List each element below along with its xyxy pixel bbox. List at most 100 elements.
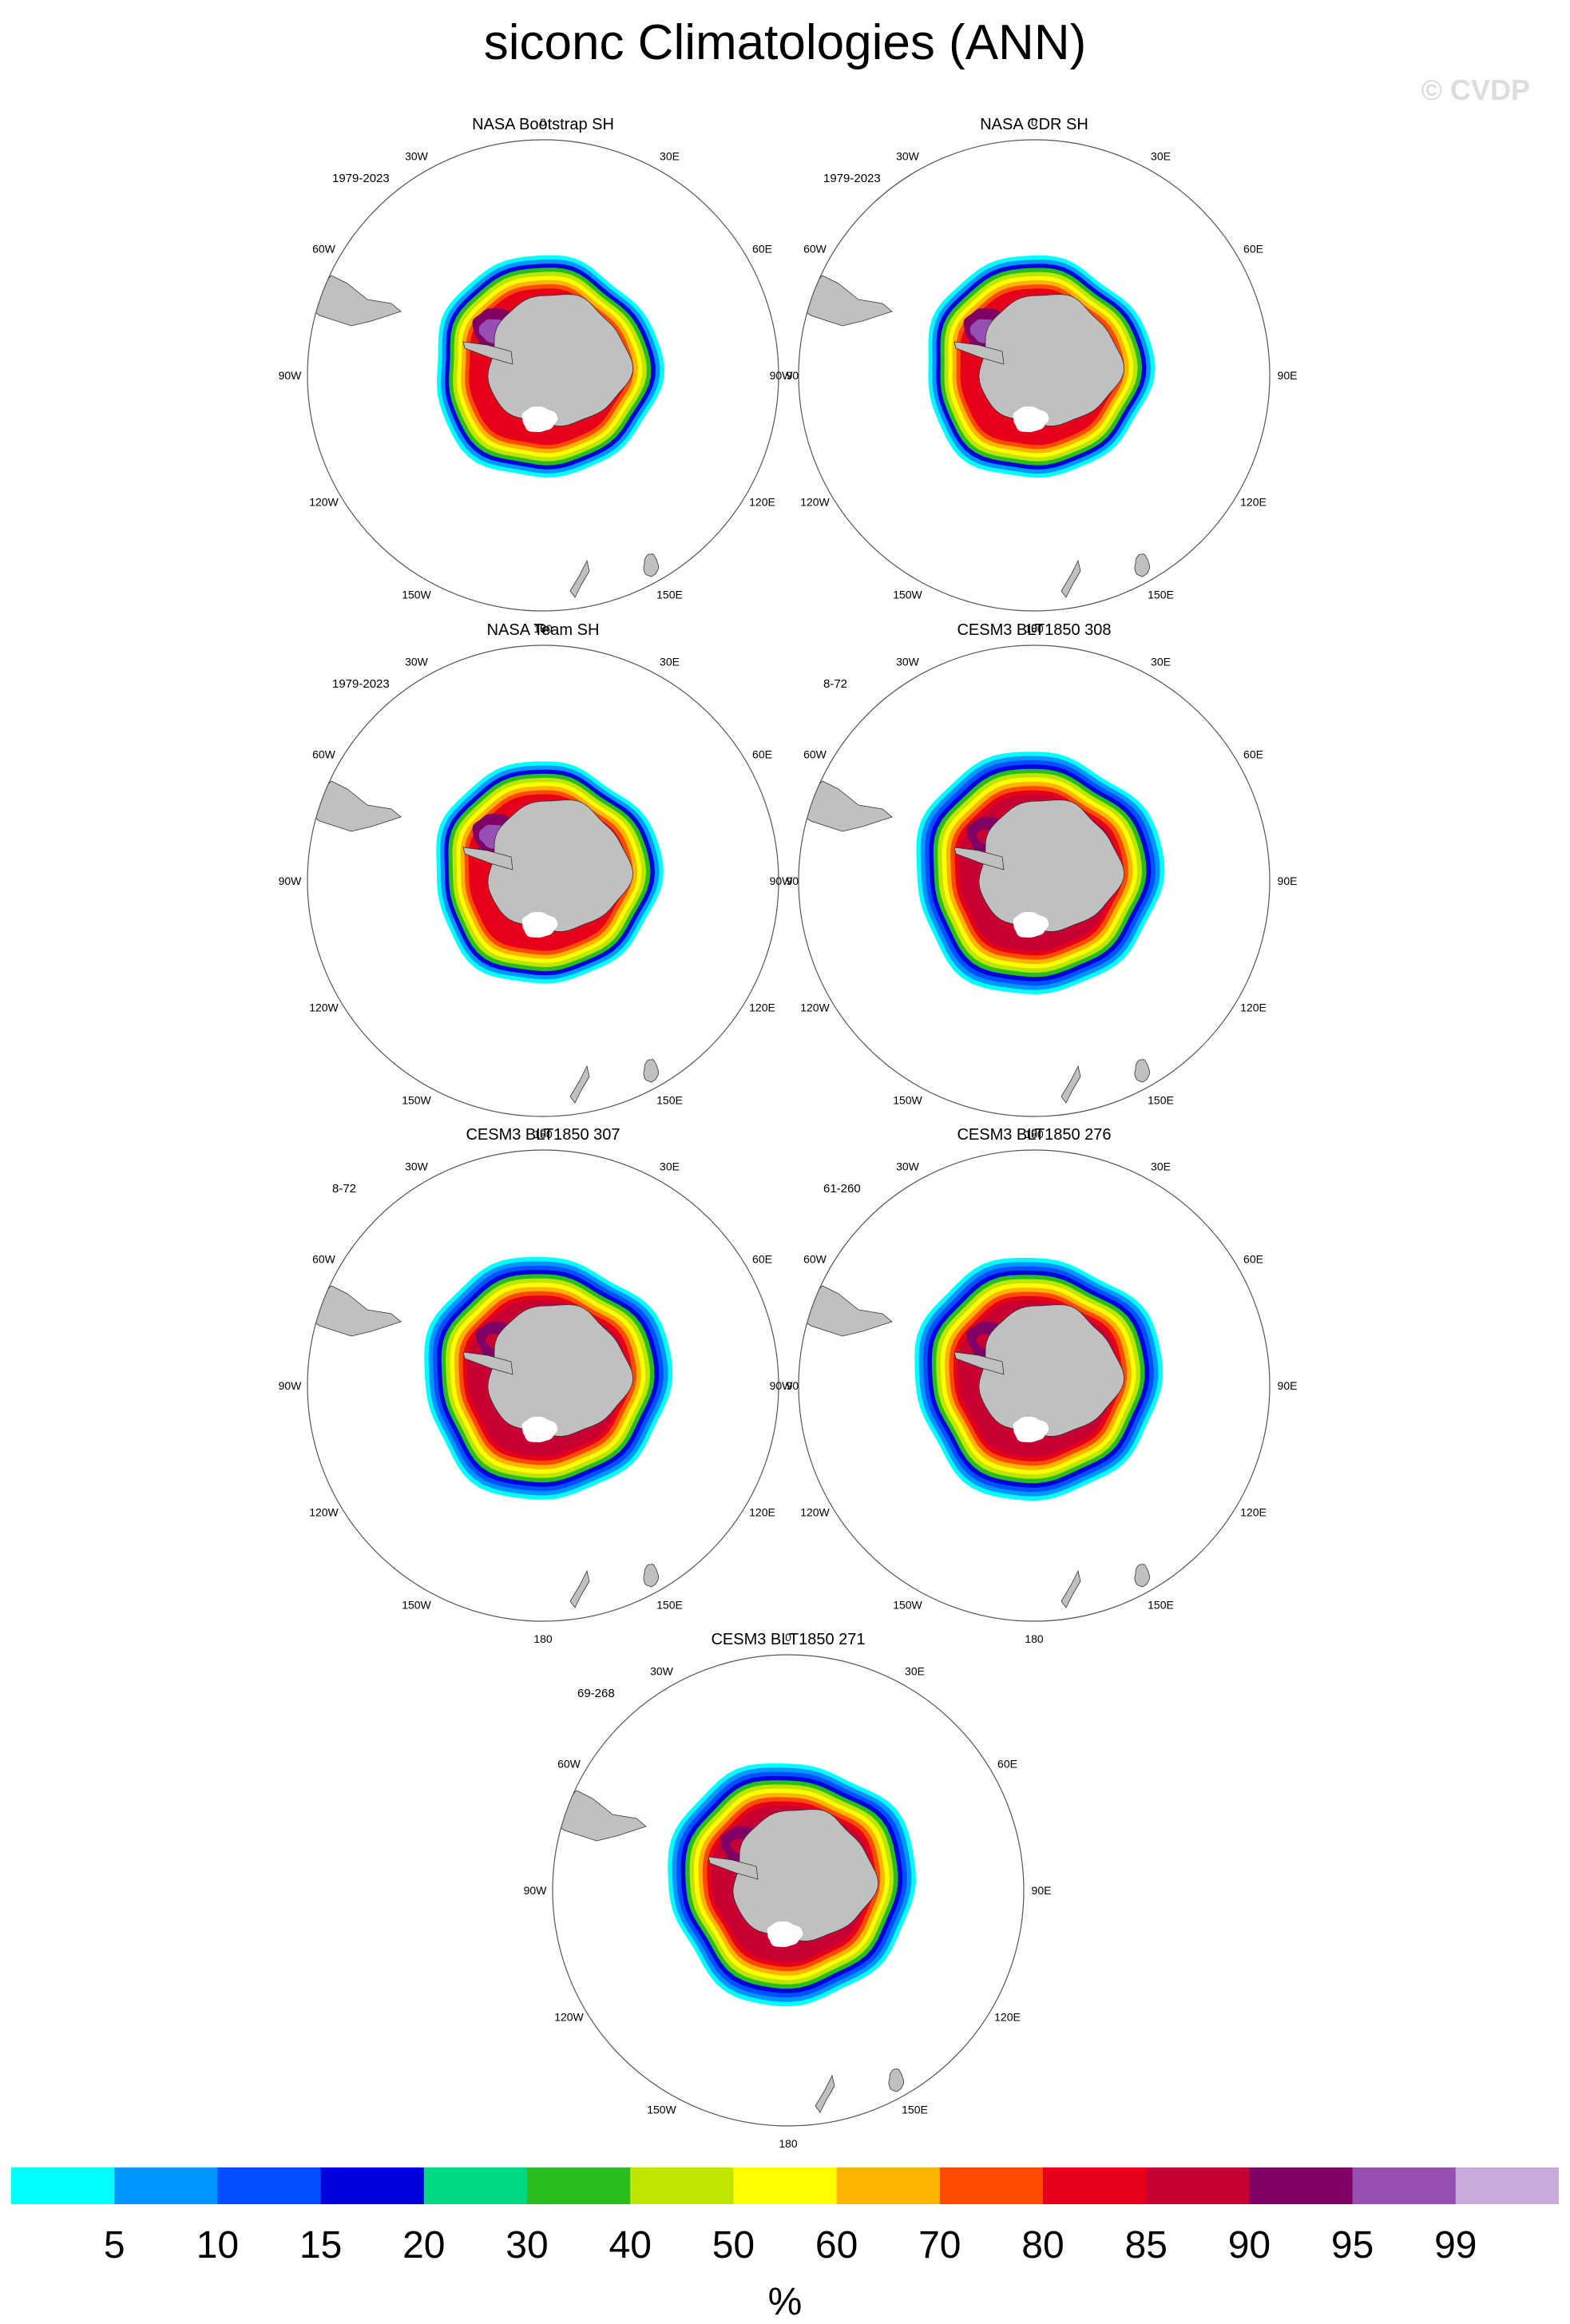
longitude-label: 120E	[1240, 1001, 1267, 1014]
panel-years: 1979-2023	[332, 172, 390, 185]
new-zealand	[1061, 1569, 1081, 1608]
colorbar-tick-label: 10	[196, 2224, 240, 2266]
colorbar-tick-label: 15	[299, 2224, 343, 2266]
map-panel: NASA Bootstrap SH 1979-2023 0 30E 60E 90E 120E…	[272, 116, 815, 635]
longitude-label: 180	[779, 2137, 798, 2150]
panel-years: 8-72	[332, 1182, 357, 1196]
longitude-label: 150W	[893, 1599, 922, 1612]
colorbar-swatch	[1043, 2167, 1147, 2204]
longitude-label: 150E	[656, 1094, 683, 1107]
map-panel: CESM3 BLT1850 276 61-260 0 30E 60E 90E 120E 150…	[763, 1126, 1306, 1645]
tasmania	[643, 1564, 660, 1588]
longitude-label: 30E	[1151, 150, 1171, 163]
map-panel: CESM3 BLT1850 308 8-72 0 30E 60E 90E 120E 150E 1…	[763, 621, 1306, 1140]
watermark: © CVDP	[1421, 73, 1530, 106]
longitude-label: 0	[540, 621, 546, 634]
new-zealand	[1061, 559, 1081, 598]
longitude-label: 120E	[749, 1506, 775, 1519]
colorbar-swatch	[1249, 2167, 1354, 2204]
tasmania	[643, 1059, 660, 1083]
ross-bay	[521, 407, 558, 432]
longitude-label: 90W	[524, 1884, 548, 1897]
colorbar	[11, 2167, 1559, 2204]
longitude-label: 0	[1031, 1126, 1037, 1139]
colorbar-swatch	[527, 2167, 631, 2204]
longitude-label: 60W	[312, 748, 336, 761]
map-panel: NASA Team SH 1979-2023 0 30E 60E 90E 120E 150E 1…	[272, 621, 815, 1140]
longitude-label: 150W	[402, 589, 431, 601]
colorbar-swatch	[1146, 2167, 1250, 2204]
longitude-label: 120W	[800, 1506, 830, 1519]
colorbar-tick-label: 40	[609, 2224, 652, 2266]
longitude-label: 90E	[1032, 1884, 1052, 1897]
antarctic-peninsula	[462, 341, 513, 365]
panel-years: 8-72	[823, 677, 848, 691]
colorbar-tick-label: 85	[1124, 2224, 1168, 2266]
antarctic-peninsula	[708, 1856, 759, 1880]
longitude-label: 90W	[770, 874, 794, 887]
longitude-label: 30W	[405, 1160, 429, 1173]
antarctic-peninsula	[953, 1351, 1005, 1375]
sea-ice-field	[799, 255, 1156, 598]
panel-title: CESM3 BLT1850 271	[711, 1631, 866, 1648]
longitude-label: 30E	[905, 1665, 925, 1678]
longitude-label: 150E	[1148, 1599, 1174, 1612]
longitude-label: 150E	[1148, 589, 1174, 601]
longitude-label: 30W	[896, 1160, 920, 1173]
longitude-label: 120E	[994, 2011, 1021, 2024]
panel-title: CESM3 BLT1850 276	[957, 1126, 1112, 1144]
longitude-label: 150E	[656, 1599, 683, 1612]
colorbar-swatch	[939, 2167, 1044, 2204]
tasmania	[1134, 1059, 1151, 1083]
panel-title: NASA Bootstrap SH	[472, 116, 614, 133]
map-panel: CESM3 BLT1850 271 69-268 0 30E 60E 90E 120E 150…	[517, 1631, 1060, 2150]
colorbar-swatch	[1455, 2167, 1559, 2204]
longitude-label: 0	[1031, 621, 1037, 634]
longitude-label: 60W	[312, 243, 336, 256]
ross-bay	[1013, 407, 1049, 432]
tasmania	[888, 2068, 905, 2092]
longitude-label: 120W	[554, 2011, 584, 2024]
panel-years: 1979-2023	[823, 172, 881, 185]
colorbar-tick-label: 90	[1227, 2224, 1271, 2266]
longitude-label: 150W	[893, 1094, 922, 1107]
sea-ice-field	[307, 761, 664, 1104]
colorbar-tick-label: 5	[103, 2224, 125, 2266]
longitude-label: 150W	[893, 589, 922, 601]
longitude-label: 30W	[650, 1665, 674, 1678]
antarctica	[487, 1304, 634, 1437]
colorbar-swatch	[733, 2167, 838, 2204]
longitude-label: 60W	[312, 1253, 336, 1266]
colorbar-swatch	[114, 2167, 218, 2204]
colorbar-tick-label: 60	[815, 2224, 858, 2266]
longitude-label: 120E	[1240, 496, 1267, 509]
longitude-label: 30W	[896, 656, 920, 668]
longitude-label: 120E	[1240, 1506, 1267, 1519]
ross-bay	[521, 912, 558, 938]
longitude-label: 60W	[803, 1253, 827, 1266]
map-boundary	[307, 644, 779, 1117]
longitude-label: 60E	[752, 243, 772, 256]
longitude-label: 90W	[279, 1379, 303, 1392]
longitude-label: 30E	[1151, 1160, 1171, 1173]
antarctica	[978, 799, 1125, 932]
sea-ice-field	[553, 1763, 916, 2113]
longitude-label: 90W	[279, 369, 303, 382]
longitude-label: 120W	[309, 1001, 339, 1014]
colorbar-tick-label: 70	[918, 2224, 961, 2266]
longitude-label: 180	[533, 1632, 553, 1645]
longitude-label: 120W	[309, 1506, 339, 1519]
panel-title: NASA Team SH	[486, 621, 600, 639]
page-title: siconc Climatologies (ANN)	[483, 15, 1087, 70]
longitude-label: 60E	[1243, 748, 1263, 761]
longitude-label: 60E	[752, 748, 772, 761]
ross-bay	[767, 1921, 803, 1947]
map-boundary	[307, 139, 779, 612]
antarctica	[978, 1304, 1125, 1437]
new-zealand	[815, 2074, 835, 2113]
